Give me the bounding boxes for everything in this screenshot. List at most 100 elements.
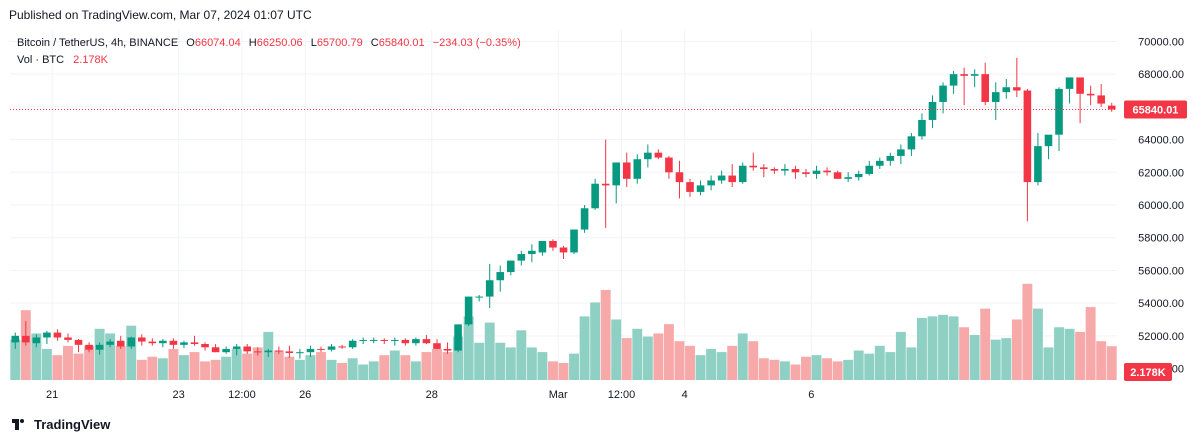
volume-bar [779, 361, 790, 380]
volume-bar [231, 348, 242, 380]
volume-bar [421, 352, 432, 380]
volume-bar [864, 353, 875, 380]
volume-bar [938, 314, 948, 380]
candle-body [359, 339, 367, 341]
published-line: Published on TradingView.com, Mar 07, 20… [9, 8, 312, 22]
candle-body [1065, 77, 1074, 89]
volume-bar [948, 316, 959, 380]
candle-body [264, 350, 273, 353]
chart-legend: Bitcoin / TetherUS, 4h, BINANCE O66074.0… [17, 35, 521, 69]
legend-open-value: 66074.04 [194, 37, 241, 49]
candle-body [749, 165, 758, 168]
candle-body [43, 332, 51, 338]
volume-bar [505, 347, 516, 380]
candle-body [939, 85, 947, 102]
volume-bar [316, 352, 326, 380]
x-tick-label: 23 [173, 389, 185, 401]
candle-body [22, 335, 30, 343]
volume-bar [252, 347, 263, 380]
x-tick-label: 4 [682, 389, 688, 401]
volume-bar [1032, 308, 1043, 380]
candle-body [412, 339, 420, 344]
candle-body [770, 169, 779, 171]
volume-bar [526, 347, 537, 380]
volume-bar [179, 355, 189, 380]
x-tick-label: 12:00 [608, 389, 636, 401]
candle-body [559, 247, 568, 253]
volume-bar [832, 361, 843, 380]
candle-body [928, 101, 937, 120]
candle-body [190, 342, 199, 345]
legend-close-label: C [370, 37, 379, 49]
candle-body [475, 296, 483, 298]
volume-bar [853, 350, 864, 380]
volume-bar [801, 356, 811, 380]
volume-bar [558, 362, 569, 380]
candle-body [1013, 87, 1021, 91]
volume-bar [874, 345, 885, 380]
candle-body [949, 74, 958, 86]
volume-bar [600, 290, 611, 380]
candle-body [285, 351, 294, 354]
candle-body [201, 344, 209, 348]
x-tick-label: 21 [46, 389, 58, 401]
candle-body [1107, 105, 1116, 110]
candle-body [644, 152, 652, 160]
volume-bar [221, 356, 232, 380]
candle-body [570, 229, 578, 253]
candle-body [591, 183, 599, 209]
candle-body [517, 254, 526, 261]
legend-change: −234.03 (−0.35%) [432, 37, 521, 49]
volume-bar [748, 341, 759, 380]
volume-bar [10, 339, 21, 380]
candle-body [812, 170, 821, 174]
volume-bar [463, 316, 474, 380]
volume-bar [326, 359, 337, 380]
candle-body [1076, 77, 1084, 94]
chart-area[interactable]: 70000.0068000.0066000.0064000.0062000.00… [0, 30, 1200, 410]
candle-body [317, 348, 325, 350]
legend-high-value: 66250.06 [256, 37, 303, 49]
candle-body [422, 339, 431, 344]
price-chart[interactable]: 70000.0068000.0066000.0064000.0062000.00… [0, 30, 1200, 410]
volume-bar [969, 335, 980, 380]
candle-body [506, 260, 515, 273]
candle-body [549, 240, 557, 248]
volume-bar [548, 361, 558, 380]
volume-bar [727, 345, 738, 380]
candle-body [538, 240, 547, 253]
candle-body [696, 185, 705, 192]
legend-symbol[interactable]: Bitcoin / TetherUS, 4h, BINANCE [17, 37, 179, 49]
candle-body [791, 169, 800, 173]
candle-body [391, 339, 399, 341]
volume-bar [147, 356, 158, 380]
volume-bar [168, 348, 179, 380]
candle-body [875, 160, 884, 166]
volume-bar [1064, 328, 1075, 380]
volume-bar [432, 348, 442, 380]
candle-body [844, 177, 852, 179]
candle-body [485, 280, 494, 297]
candle-body [854, 173, 863, 178]
volume-bar [1054, 327, 1064, 380]
y-tick-label: 60000.00 [1138, 200, 1184, 212]
volume-bar [569, 353, 579, 380]
legend-close-value: 65840.01 [378, 37, 425, 49]
legend-ohlc-row: Bitcoin / TetherUS, 4h, BINANCE O66074.0… [17, 35, 521, 52]
volume-bar [1043, 347, 1054, 380]
legend-volume-label[interactable]: Vol · BTC [17, 54, 65, 66]
volume-bar [495, 342, 506, 380]
legend-volume-row: Vol · BTC 2.178K [17, 52, 521, 69]
x-tick-label: Mar [549, 389, 568, 401]
last-volume-badge [1124, 363, 1172, 381]
volume-bar [653, 333, 664, 380]
volume-bar [337, 362, 348, 380]
volume-bar [685, 345, 695, 380]
candle-body [443, 348, 452, 351]
volume-bar [73, 353, 84, 380]
tradingview-brand[interactable]: TradingView [12, 417, 110, 432]
volume-bar [885, 352, 896, 380]
volume-bar [63, 345, 73, 380]
candle-body [348, 340, 357, 348]
legend-volume-value: 2.178K [73, 54, 109, 66]
